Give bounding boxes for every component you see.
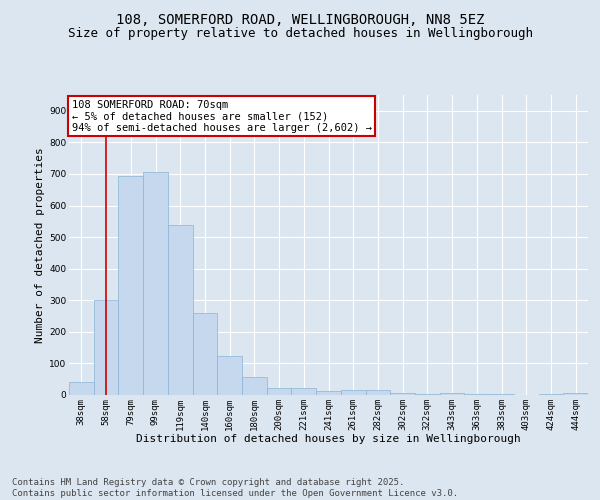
Bar: [415, 394, 440, 395]
Bar: [464, 394, 489, 395]
Bar: [341, 390, 365, 395]
Bar: [563, 394, 588, 395]
Bar: [242, 377, 267, 395]
Text: 108 SOMERFORD ROAD: 70sqm
← 5% of detached houses are smaller (152)
94% of semi-: 108 SOMERFORD ROAD: 70sqm ← 5% of detach…: [71, 100, 371, 132]
Bar: [489, 394, 514, 395]
Text: Contains HM Land Registry data © Crown copyright and database right 2025.
Contai: Contains HM Land Registry data © Crown c…: [12, 478, 458, 498]
Text: Size of property relative to detached houses in Wellingborough: Size of property relative to detached ho…: [67, 28, 533, 40]
Bar: [365, 390, 390, 395]
Bar: [69, 382, 94, 395]
Bar: [267, 388, 292, 395]
Bar: [217, 356, 242, 395]
Bar: [94, 300, 118, 395]
Bar: [440, 393, 464, 395]
Bar: [316, 391, 341, 395]
Text: 108, SOMERFORD ROAD, WELLINGBOROUGH, NN8 5EZ: 108, SOMERFORD ROAD, WELLINGBOROUGH, NN8…: [116, 12, 484, 26]
X-axis label: Distribution of detached houses by size in Wellingborough: Distribution of detached houses by size …: [136, 434, 521, 444]
Bar: [539, 394, 563, 395]
Bar: [118, 176, 143, 395]
Bar: [292, 388, 316, 395]
Y-axis label: Number of detached properties: Number of detached properties: [35, 147, 45, 343]
Bar: [143, 172, 168, 395]
Bar: [168, 226, 193, 395]
Bar: [390, 394, 415, 395]
Bar: [193, 313, 217, 395]
